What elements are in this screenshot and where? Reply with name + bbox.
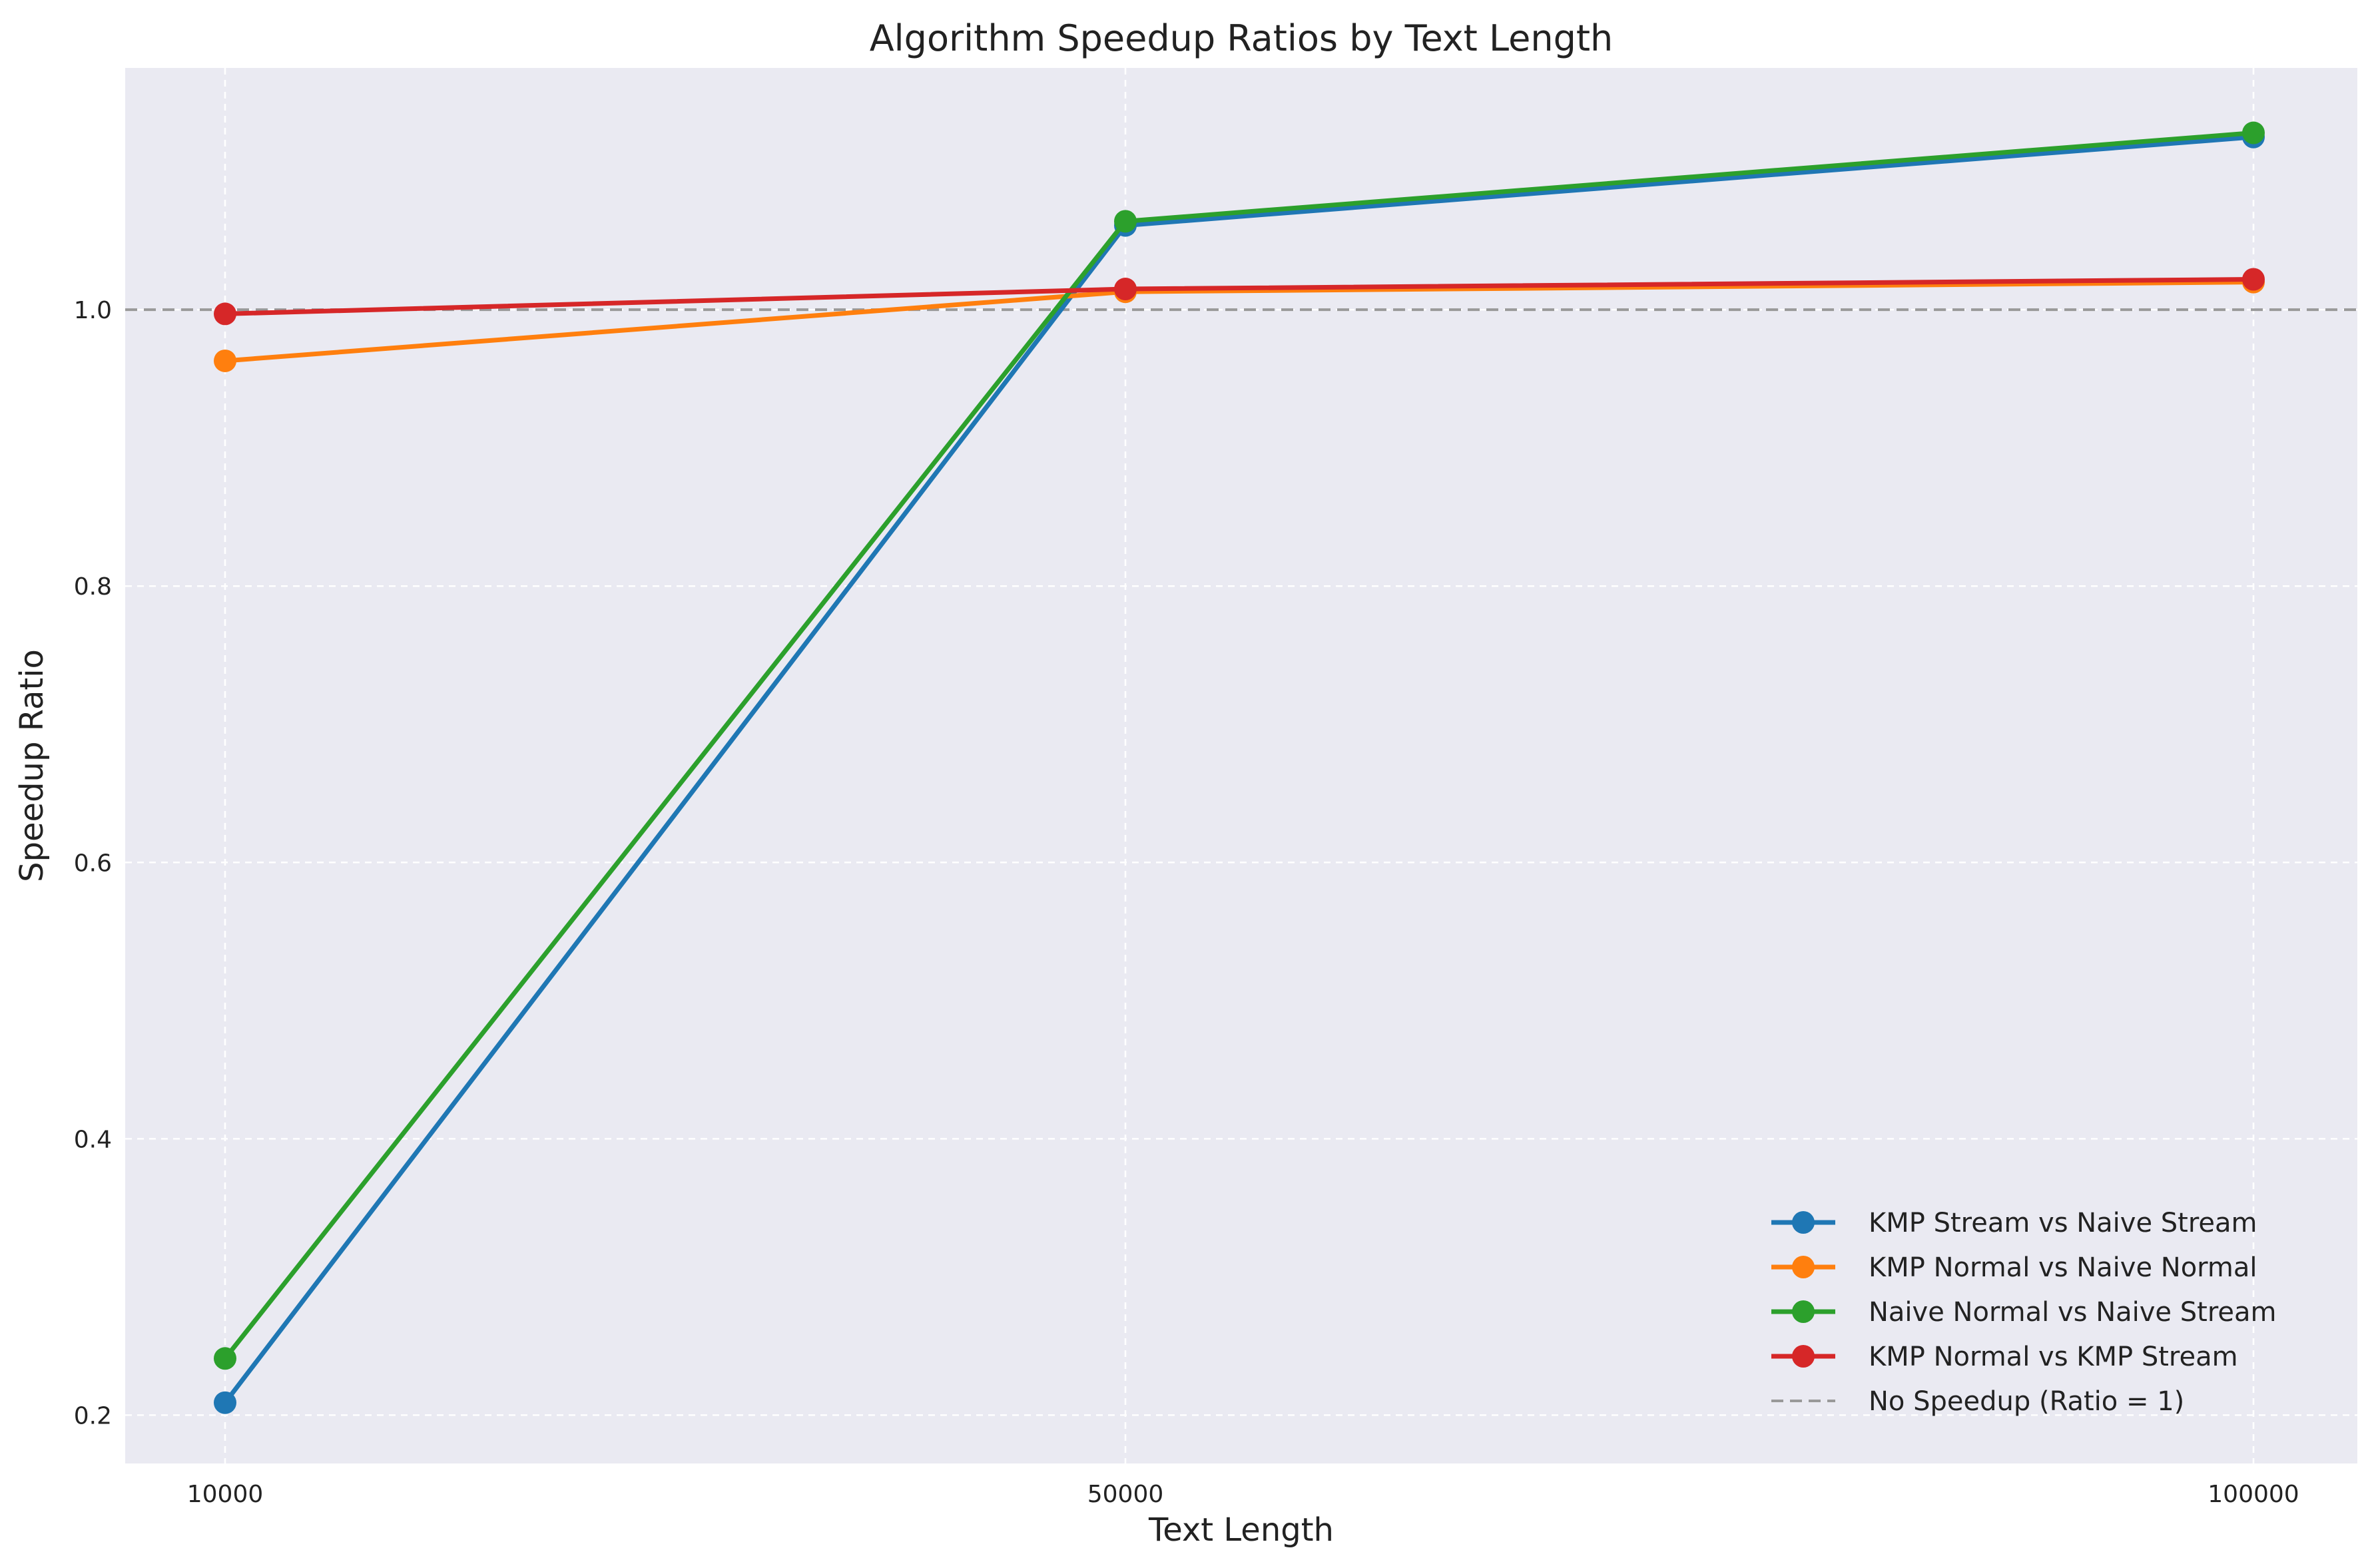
chart-title: Algorithm Speedup Ratios by Text Length (870, 17, 1614, 59)
legend-marker (1792, 1300, 1815, 1323)
data-point (2242, 268, 2265, 291)
data-point (214, 1347, 236, 1370)
legend-label: KMP Normal vs Naive Normal (1869, 1252, 2257, 1283)
data-point (214, 1391, 236, 1414)
data-point (1114, 278, 1137, 301)
x-tick-label: 10000 (187, 1481, 264, 1508)
legend-item: KMP Normal vs Naive Normal (1771, 1252, 2257, 1283)
x-tick-labels: 10000 50000 100000 (187, 1481, 2299, 1508)
legend-label: Naive Normal vs Naive Stream (1869, 1297, 2276, 1328)
data-point (214, 302, 236, 326)
data-point (1114, 210, 1137, 233)
y-tick-label: 0.2 (74, 1402, 112, 1430)
legend-marker (1792, 1211, 1815, 1234)
data-point (214, 349, 236, 372)
legend-item: Naive Normal vs Naive Stream (1771, 1297, 2276, 1328)
series-3 (214, 121, 2265, 1370)
grid-lines (125, 68, 2357, 1463)
legend-label: No Speedup (Ratio = 1) (1869, 1386, 2184, 1417)
y-tick-label: 1.0 (74, 297, 112, 324)
legend-marker (1792, 1345, 1815, 1368)
legend-item: KMP Stream vs Naive Stream (1771, 1208, 2257, 1238)
legend-label: KMP Stream vs Naive Stream (1869, 1208, 2257, 1238)
series-4 (214, 268, 2265, 326)
plot-area (125, 68, 2357, 1463)
x-tick-label: 100000 (2208, 1481, 2299, 1508)
y-tick-label: 0.4 (74, 1126, 112, 1153)
legend-item: No Speedup (Ratio = 1) (1771, 1386, 2184, 1417)
y-tick-label: 0.8 (74, 573, 112, 601)
data-point (2242, 121, 2265, 144)
legend-label: KMP Normal vs KMP Stream (1869, 1342, 2238, 1372)
x-tick-label: 50000 (1087, 1481, 1164, 1508)
y-tick-labels: 0.2 0.4 0.6 0.8 1.0 (74, 297, 112, 1430)
legend: KMP Stream vs Naive Stream KMP Normal vs … (1771, 1208, 2276, 1417)
y-tick-label: 0.6 (74, 850, 112, 877)
legend-item: KMP Normal vs KMP Stream (1771, 1342, 2238, 1372)
x-axis-label: Text Length (1148, 1511, 1334, 1549)
y-axis-label: Speedup Ratio (13, 649, 51, 882)
series-layer (214, 121, 2265, 1414)
legend-marker (1792, 1256, 1815, 1278)
